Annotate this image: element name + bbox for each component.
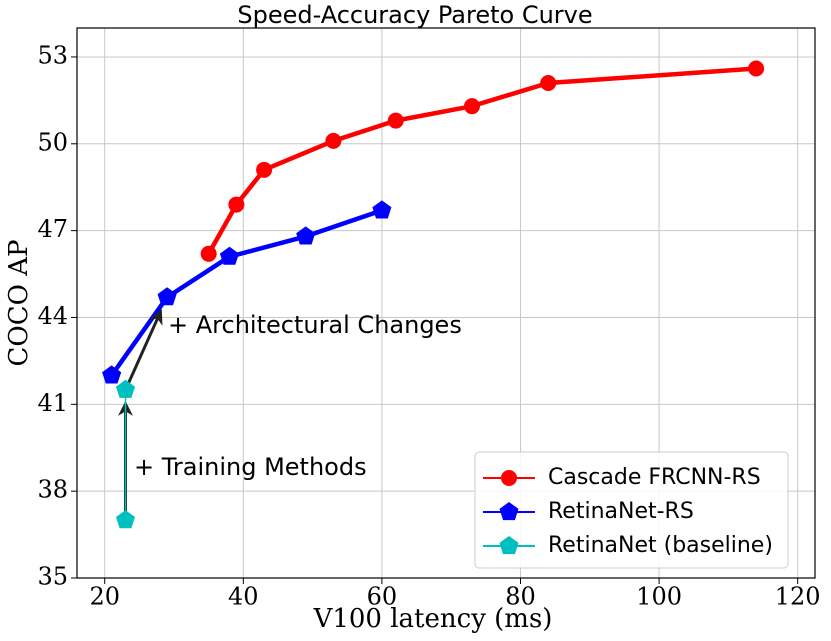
- legend-marker: [501, 470, 517, 486]
- data-point: [228, 196, 245, 213]
- annotation: + Training Methods: [134, 453, 367, 481]
- data-point: [219, 246, 239, 265]
- y-tick-label: 35: [37, 563, 68, 591]
- series-line: [206, 66, 757, 255]
- x-tick-label: 20: [89, 583, 120, 611]
- data-point: [540, 75, 557, 91]
- y-tick-label: 41: [37, 389, 68, 417]
- data-point: [387, 112, 404, 129]
- x-tick-label: 80: [505, 583, 536, 611]
- y-tick-label: 47: [37, 215, 68, 243]
- x-tick-label: 40: [228, 583, 259, 611]
- y-tick-label: 44: [37, 302, 68, 330]
- y-tick-label: 38: [37, 476, 68, 504]
- y-tick-label: 50: [37, 128, 68, 156]
- legend-marker: [499, 502, 519, 521]
- data-point: [256, 161, 273, 178]
- y-tick-label: 53: [37, 41, 68, 69]
- data-point: [116, 510, 135, 529]
- annotation-arrow: [124, 309, 163, 391]
- data-point: [102, 365, 122, 384]
- y-axis-label: COCO AP: [4, 240, 34, 367]
- x-tick-label: 100: [636, 583, 682, 611]
- data-point: [157, 287, 177, 306]
- plot-frame: [76, 27, 816, 579]
- legend-marker: [499, 536, 519, 555]
- annotation: + Architectural Changes: [168, 311, 462, 339]
- series-line: [109, 208, 383, 377]
- data-point: [200, 245, 217, 262]
- chart-title: Speed-Accuracy Pareto Curve: [237, 1, 592, 29]
- legend-box: [474, 451, 789, 569]
- data-point: [748, 60, 765, 77]
- x-tick-label: 120: [775, 583, 821, 611]
- legend-label: RetinaNet-RS: [548, 499, 694, 524]
- data-point: [372, 200, 392, 219]
- legend-label: RetinaNet (baseline): [548, 533, 773, 558]
- data-point: [116, 379, 135, 398]
- data-point: [463, 98, 480, 115]
- data-point: [325, 132, 342, 149]
- legend-label: Cascade FRCNN-RS: [548, 465, 761, 490]
- data-point: [296, 226, 316, 245]
- x-tick-label: 60: [367, 583, 398, 611]
- x-axis-label: V100 latency (ms): [313, 604, 553, 634]
